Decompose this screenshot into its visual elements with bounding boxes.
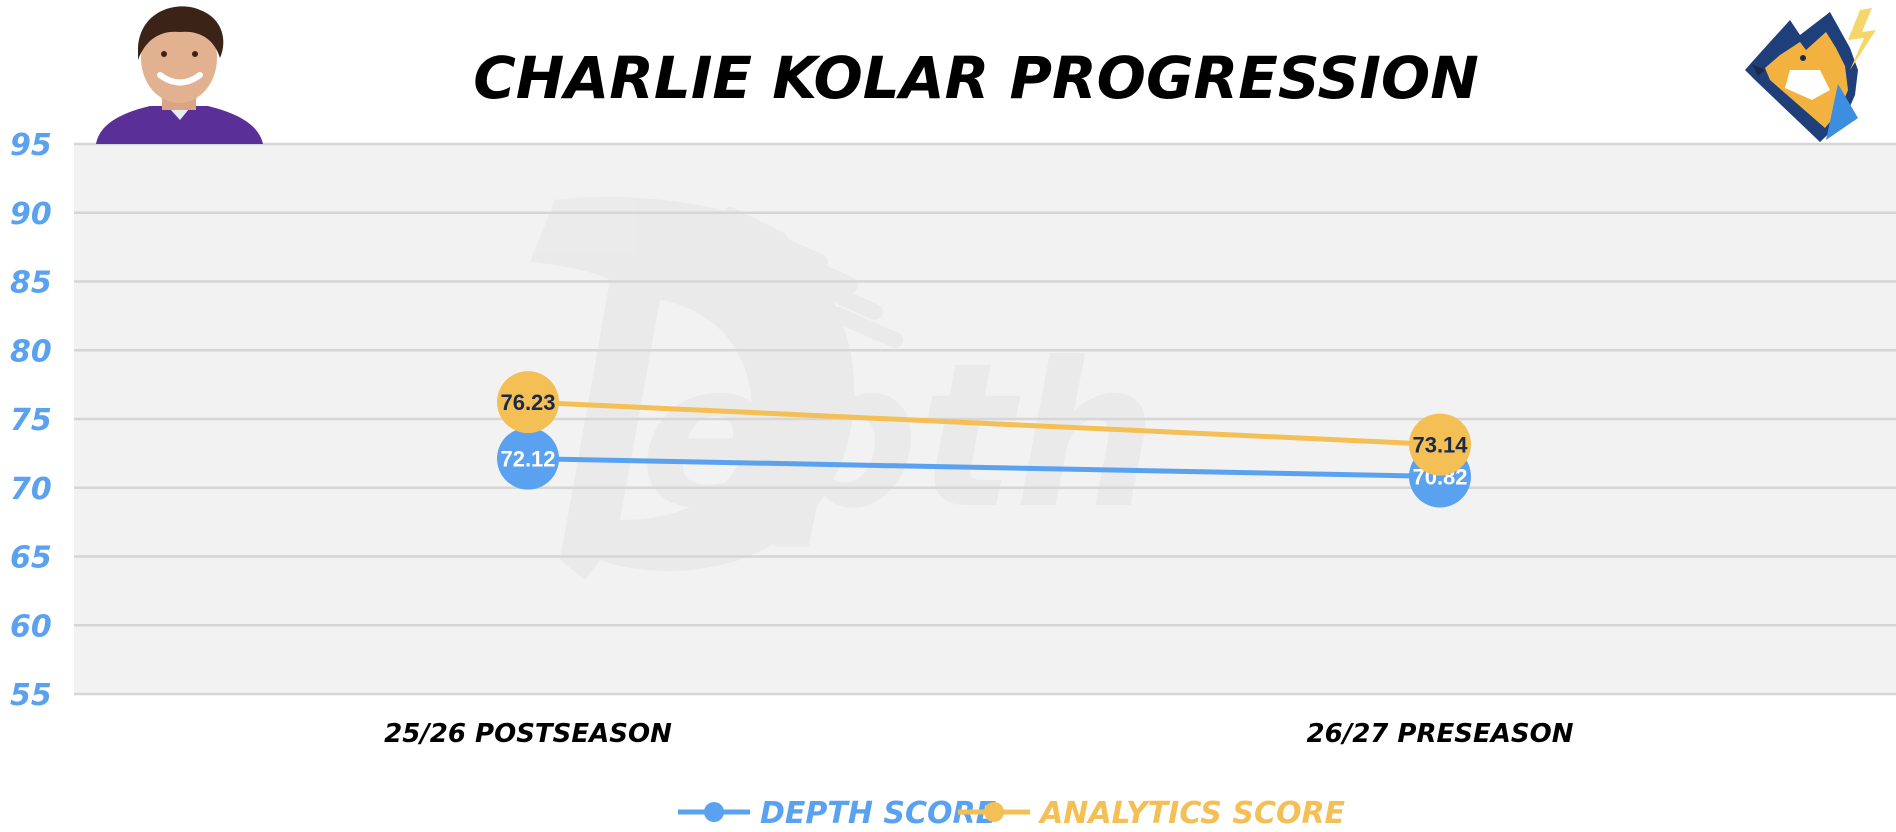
y-tick-label: 55 <box>10 678 52 713</box>
legend-item: ANALYTICS SCORE <box>958 796 1346 831</box>
football-d-logo-watermark-icon: epth <box>530 197 1157 580</box>
x-tick-label: 25/26 POSTSEASON <box>384 719 672 749</box>
legend: DEPTH SCORE ANALYTICS SCORE <box>678 796 1346 831</box>
y-tick-label: 75 <box>10 403 52 438</box>
y-tick-label: 60 <box>10 609 52 644</box>
series-line <box>527 399 1441 448</box>
data-label: 72.12 <box>500 447 555 472</box>
y-tick-label: 95 <box>10 128 52 163</box>
x-tick-label: 26/27 PRESEASON <box>1307 719 1574 749</box>
y-tick-label: 65 <box>10 541 52 576</box>
chart-title: CHARLIE KOLAR PROGRESSION <box>473 44 1479 112</box>
legend-swatch-dot <box>984 802 1004 822</box>
grid-lines <box>74 142 1896 696</box>
data-point <box>497 427 559 490</box>
y-tick-label: 70 <box>10 472 52 507</box>
y-tick-label: 80 <box>10 334 52 369</box>
series-line <box>527 456 1441 479</box>
y-tick-label: 85 <box>10 266 52 301</box>
data-label: 76.23 <box>500 390 555 415</box>
y-tick-label: 90 <box>10 197 52 232</box>
legend-label: DEPTH SCORE <box>760 796 997 831</box>
player-headshot-icon <box>96 6 263 144</box>
series-lines <box>527 399 1441 479</box>
wolf-mascot-logo-icon <box>1745 8 1876 142</box>
y-axis: 95 90 85 80 75 70 65 60 55 <box>10 128 52 713</box>
data-label: 73.14 <box>1412 433 1468 458</box>
data-point <box>497 371 559 434</box>
legend-label: ANALYTICS SCORE <box>1038 796 1346 831</box>
legend-item: DEPTH SCORE <box>678 796 997 831</box>
legend-swatch-dot <box>704 802 724 822</box>
svg-text:epth: epth <box>640 320 1157 553</box>
data-point <box>1409 413 1471 476</box>
x-axis: 25/26 POSTSEASON 26/27 PRESEASON <box>384 719 1574 749</box>
